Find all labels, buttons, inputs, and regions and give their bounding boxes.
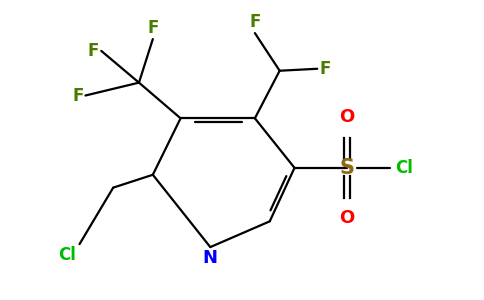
Text: Cl: Cl [395,159,413,177]
Text: F: F [147,19,159,37]
Text: Cl: Cl [58,246,76,264]
Text: O: O [339,108,355,126]
Text: S: S [339,158,354,178]
Text: N: N [203,249,218,267]
Text: O: O [339,209,355,227]
Text: F: F [72,86,83,104]
Text: F: F [88,42,99,60]
Text: F: F [249,13,260,31]
Text: F: F [319,60,331,78]
